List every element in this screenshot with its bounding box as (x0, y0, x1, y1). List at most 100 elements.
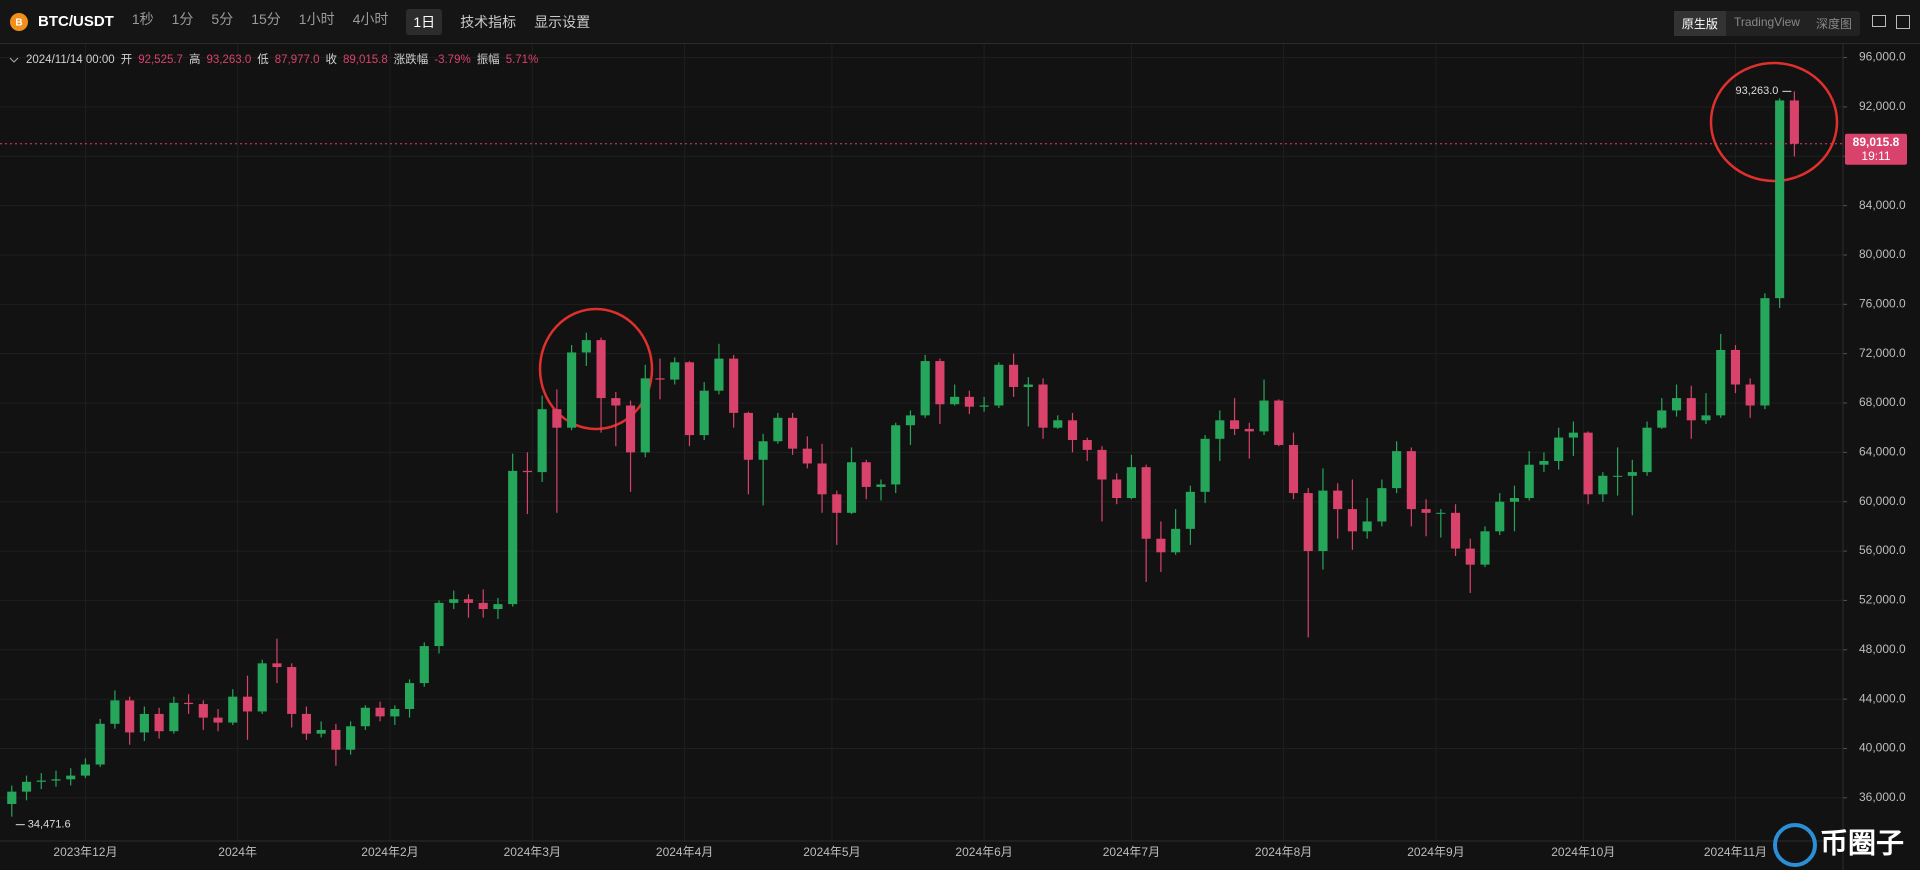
candle-body (272, 663, 282, 668)
candle-body (1730, 349, 1741, 385)
view-button[interactable]: 原生版 (1673, 11, 1726, 36)
interval-button[interactable]: 15分 (251, 10, 281, 27)
candle-body (331, 729, 341, 750)
y-tick-label: 40,000.0 (1859, 741, 1906, 755)
x-tick-label: 2024年9月 (1407, 845, 1464, 859)
symbol[interactable]: BTC/USDT (38, 13, 114, 30)
candle-body (478, 602, 488, 610)
candle-body (1436, 512, 1446, 514)
candle-body (905, 415, 916, 426)
x-tick-label: 2024年5月 (803, 845, 860, 859)
grid (0, 44, 1843, 841)
candle-body (1185, 491, 1195, 529)
candle-body (522, 470, 532, 473)
x-tick-label: 2023年12月 (53, 845, 117, 859)
candle-body (1524, 464, 1534, 499)
candle-body (655, 378, 665, 380)
candle-body (1259, 400, 1269, 432)
candle-body (979, 405, 989, 407)
interval-button[interactable]: 1小时 (298, 10, 335, 27)
last-price-tag (1845, 133, 1907, 165)
candle-body (552, 409, 562, 428)
candle-body (567, 352, 577, 428)
candle-body (1450, 512, 1461, 549)
candle-body (1657, 410, 1667, 428)
candle-body (935, 361, 945, 405)
legend-value: 5.71% (506, 54, 539, 66)
candle-body (434, 602, 444, 647)
candle-body (1333, 490, 1343, 510)
candle-body (1480, 531, 1490, 565)
candle-body (1568, 432, 1578, 438)
candle-body (1554, 437, 1564, 462)
x-tick-label: 2024年6月 (955, 845, 1012, 859)
fullscreen-icon[interactable] (1896, 15, 1910, 29)
candle-body (508, 470, 518, 605)
candle-body (596, 340, 606, 399)
candle-body (257, 663, 267, 712)
interval-button[interactable]: 4小时 (352, 10, 389, 27)
legend-label: 涨跌幅 (394, 52, 429, 66)
candle-body (125, 700, 135, 733)
y-tick-label: 36,000.0 (1859, 790, 1906, 804)
candle-body (1215, 420, 1225, 439)
candle-body (1053, 420, 1063, 428)
interval-button[interactable]: 1分 (171, 10, 194, 27)
candle-body (1126, 467, 1137, 499)
legend-value: 89,015.8 (343, 54, 388, 66)
tool-button[interactable]: 显示设置 (534, 13, 591, 30)
svg-text:B: B (15, 17, 22, 28)
legend-label: 开 (121, 54, 133, 66)
highlight-circle (1709, 61, 1839, 183)
legend-value: 87,977.0 (275, 54, 320, 66)
tool-button[interactable]: 技术指标 (460, 13, 517, 30)
y-tick-label: 72,000.0 (1859, 346, 1906, 360)
candle-body (463, 599, 474, 603)
coin-icon: B (10, 12, 28, 31)
candle-body (832, 494, 842, 513)
candle-body (110, 700, 120, 724)
candle-body (1023, 384, 1033, 387)
interval-button[interactable]: 5分 (211, 10, 234, 27)
candle-body (581, 340, 591, 353)
candle-body (1598, 475, 1608, 495)
candle-body (66, 775, 76, 780)
toolbar: B BTC/USDT 1秒 1分 5分 15分 1小时 4小时 1日 技术指标 显示设置 原生… (0, 0, 1920, 44)
candle-body (1009, 364, 1019, 387)
candle-body (390, 708, 400, 717)
candle-body (1362, 521, 1372, 532)
candle-body (773, 417, 783, 442)
candle-body (1613, 475, 1623, 477)
legend-toggle (9, 57, 19, 63)
candle-body (7, 791, 17, 804)
candle-body (1775, 100, 1785, 299)
intervals: 1秒 1分 5分 15分 1小时 4小时 1日 (131, 8, 460, 35)
interval-button[interactable]: 1秒 (131, 10, 154, 27)
legend-label: 振幅 (477, 52, 500, 66)
view-switch: 原生版 TradingView 深度图 (1673, 11, 1860, 36)
view-button[interactable]: TradingView (1733, 15, 1800, 29)
legend-label: 低 (257, 53, 269, 66)
candle-body (861, 462, 871, 487)
interval-button[interactable]: 1日 (406, 8, 443, 35)
candle-body (1244, 428, 1254, 432)
candle-body (1347, 509, 1357, 532)
candle-body (964, 396, 974, 407)
candle-body (1171, 528, 1181, 553)
candle-body (375, 707, 385, 717)
candle-body (817, 463, 827, 495)
tools: 技术指标 显示设置 (460, 12, 608, 32)
y-tick-label: 92,000.0 (1859, 99, 1906, 113)
y-tick-label: 52,000.0 (1859, 593, 1906, 607)
candle-body (699, 390, 709, 436)
candle-body (1465, 548, 1475, 565)
watermark-logo (1773, 823, 1817, 867)
candle-body (670, 362, 680, 380)
candle-body (1701, 415, 1711, 421)
y-tick-label: 68,000.0 (1859, 395, 1906, 409)
watermark: 币圈子 (1820, 827, 1904, 858)
candle-body (1288, 444, 1299, 494)
view-button[interactable]: 深度图 (1815, 17, 1852, 31)
legend-value: -3.79% (434, 54, 470, 66)
layout-icon[interactable] (1872, 15, 1886, 27)
